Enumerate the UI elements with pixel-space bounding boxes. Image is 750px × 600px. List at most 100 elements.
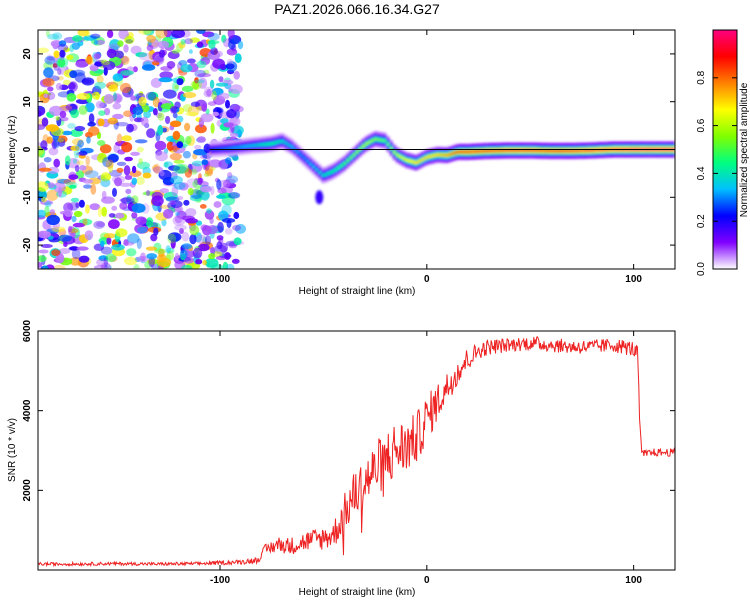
- noise-blob: [136, 161, 151, 170]
- noise-blob: [96, 258, 108, 267]
- noise-blob: [59, 50, 66, 58]
- noise-blob: [130, 95, 137, 101]
- noise-blob: [40, 244, 53, 248]
- noise-blob: [208, 159, 223, 168]
- noise-blob: [175, 205, 184, 213]
- noise-blob: [40, 265, 49, 269]
- noise-blob: [171, 30, 186, 39]
- noise-blob: [88, 126, 100, 136]
- noise-blob: [112, 175, 125, 184]
- noise-blob: [55, 116, 60, 121]
- noise-blob: [68, 184, 77, 189]
- noise-blob: [145, 246, 158, 251]
- noise-blob: [226, 48, 238, 56]
- noise-blob: [172, 112, 178, 119]
- noise-blob: [182, 92, 197, 99]
- noise-blob: [136, 146, 144, 153]
- noise-blob: [209, 247, 215, 254]
- noise-blob: [157, 101, 163, 112]
- noise-blob: [146, 190, 151, 196]
- noise-blob: [234, 53, 242, 63]
- noise-blob: [100, 178, 111, 188]
- noise-blob: [210, 166, 216, 171]
- snr-xlabel: Height of straight line (km): [299, 587, 416, 598]
- x-tick-label: 0: [424, 575, 430, 586]
- noise-blob: [163, 208, 174, 219]
- noise-blob: [233, 70, 240, 80]
- ridge-cell: [225, 147, 229, 150]
- noise-blob: [170, 105, 177, 114]
- noise-blob: [187, 188, 194, 196]
- ridge-cell: [420, 158, 424, 161]
- ridge-cell: [253, 144, 257, 147]
- x-tick-label: 100: [625, 575, 642, 586]
- noise-blob: [71, 248, 81, 260]
- ridge-cell: [488, 149, 493, 153]
- noise-blob: [159, 71, 173, 79]
- snr-series-line: [38, 336, 675, 568]
- noise-blob: [53, 158, 60, 168]
- noise-blob: [187, 58, 196, 64]
- noise-blob: [207, 32, 220, 41]
- y-tick-label: 10: [22, 96, 33, 108]
- ridge-cell: [513, 149, 517, 152]
- ridge-cell: [271, 142, 275, 145]
- noise-blob: [42, 264, 49, 269]
- noise-blob: [171, 81, 180, 93]
- snr-marks: [38, 336, 675, 568]
- colorbar-tick-label: 0.4: [696, 166, 707, 180]
- noise-blob: [135, 52, 148, 58]
- noise-blob: [112, 73, 124, 82]
- noise-blob: [197, 177, 203, 186]
- noise-blob: [222, 218, 236, 223]
- noise-blob: [169, 200, 176, 206]
- noise-blob: [57, 58, 66, 67]
- ridge-cell: [287, 143, 291, 147]
- noise-blob: [158, 77, 173, 83]
- noise-blob: [38, 261, 43, 268]
- noise-blob: [124, 175, 133, 180]
- noise-blob: [63, 79, 71, 86]
- noise-blob: [40, 140, 48, 150]
- spectrogram-ylabel: Frequency (Hz): [7, 116, 18, 185]
- noise-blob: [100, 174, 106, 182]
- noise-blob: [77, 139, 84, 148]
- noise-blob: [61, 130, 73, 136]
- ridge-cell: [442, 153, 446, 157]
- ridge-cell: [423, 156, 427, 160]
- ridge-cell: [460, 150, 465, 154]
- ridge-cell: [482, 149, 486, 153]
- ridge-cell: [495, 149, 499, 152]
- noise-blob: [212, 58, 226, 69]
- ridge-cell: [374, 137, 378, 141]
- noise-blob: [75, 60, 88, 68]
- noise-blob: [218, 76, 224, 83]
- noise-blob: [164, 161, 169, 168]
- noise-blob: [126, 248, 137, 257]
- noise-blob: [44, 205, 50, 216]
- noise-blob: [179, 249, 188, 259]
- noise-blob: [223, 179, 231, 188]
- noise-blob: [217, 221, 224, 233]
- noise-blob: [185, 218, 199, 224]
- noise-blob: [93, 264, 108, 269]
- ridge-cell: [557, 149, 561, 153]
- noise-blob: [38, 105, 46, 116]
- noise-blob: [159, 188, 169, 194]
- x-tick-label: 0: [424, 274, 430, 285]
- ridge-cell: [377, 138, 381, 141]
- noise-blob: [85, 56, 94, 65]
- noise-blob: [102, 60, 116, 71]
- noise-blob: [197, 73, 211, 78]
- noise-blob: [51, 226, 66, 232]
- x-tick-label: -100: [210, 274, 230, 285]
- noise-blob: [207, 101, 217, 106]
- noise-blob: [176, 164, 189, 174]
- noise-blob: [46, 189, 59, 201]
- noise-blob: [167, 233, 177, 244]
- ridge-cell: [321, 174, 325, 177]
- noise-blob: [195, 259, 203, 265]
- noise-blob: [57, 68, 62, 76]
- noise-blob: [180, 38, 186, 45]
- ridge-cell: [501, 149, 505, 152]
